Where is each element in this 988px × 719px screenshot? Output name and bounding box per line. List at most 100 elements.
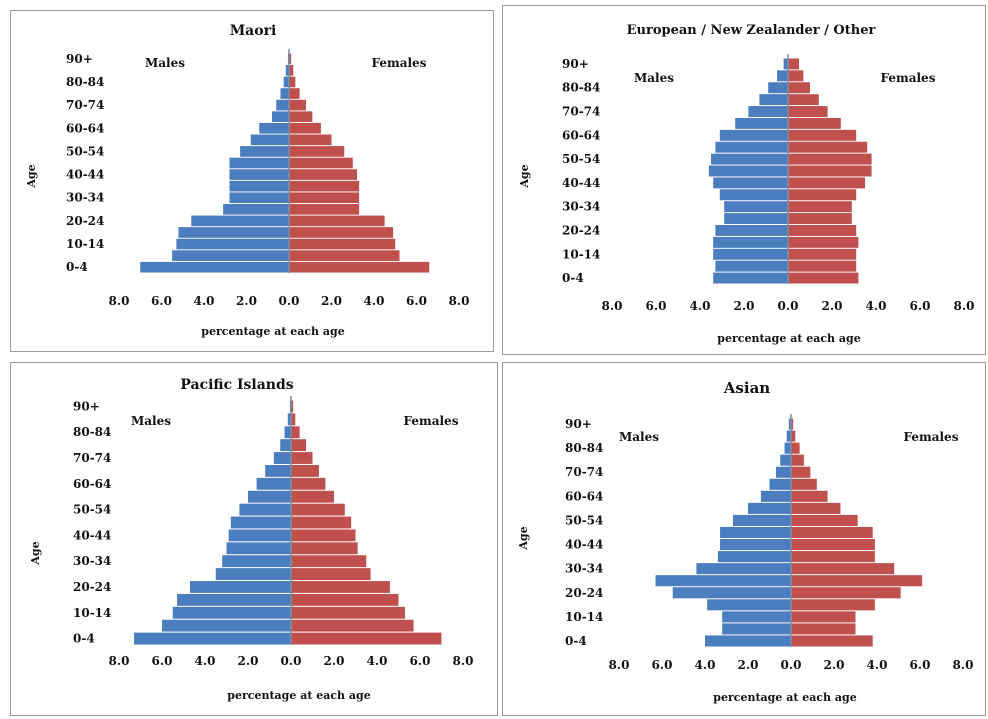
chart-1-bar-males-50-54 [711,153,788,165]
chart-3-bar-males-75-79 [780,454,791,466]
chart-2-bar-males-50-54 [239,503,291,516]
chart-0-bar-females-25-29 [289,203,360,215]
chart-1-bar-males-40-44 [713,177,788,189]
chart-0-bar-females-55-59 [289,134,332,146]
chart-2-age-tick: 30-34 [73,554,111,568]
chart-3-bar-males-20-24 [672,587,791,599]
pyramid-chart-asian: Asian 90+ 80-84 70-74 60-64 50-54 40-44 30-34 20… [517,379,973,704]
chart-0-x-tick: 8.0 [449,294,470,308]
chart-0-title: Maori [230,23,277,39]
chart-2-x-tick: 6.0 [410,654,431,668]
chart-1-age-tick: 70-74 [562,105,600,119]
chart-3-bar-males-80-84 [784,442,791,454]
chart-0-bar-males-70-74 [276,99,289,111]
chart-0-males-label: Males [145,56,185,70]
chart-1-bar-males-25-29 [724,213,788,225]
chart-3-x-tick: 4.0 [867,658,888,672]
chart-1-bar-males-15-19 [713,236,788,248]
chart-0-age-tick: 10-14 [66,237,104,251]
chart-3-x-axis-label: percentage at each age [713,691,856,704]
chart-0-y-axis-label: Age [25,164,38,188]
chart-3-x-tick: 6.0 [910,658,931,672]
chart-2-bar-males-85-89 [287,413,291,426]
chart-3-bar-males-10-14 [722,611,791,623]
chart-3-bar-males-90+ [788,418,791,430]
chart-1-bar-females-85-89 [788,70,804,82]
chart-0-bar-females-65-69 [289,111,313,123]
chart-1-bar-females-90+ [788,58,799,70]
chart-2-bar-males-45-49 [230,516,291,529]
chart-2-bar-males-30-34 [222,555,291,568]
chart-1-bar-females-15-19 [788,236,859,248]
chart-3-bar-females-75-79 [791,454,804,466]
chart-1-bar-females-70-74 [788,106,828,117]
chart-2-bar-males-25-29 [215,568,291,581]
chart-2-bar-females-20-24 [291,581,390,593]
chart-3-bar-females-80-84 [791,442,800,454]
chart-2-x-tick: 4.0 [367,654,388,668]
chart-3-bar-females-5-9 [791,623,856,635]
chart-1-females-label: Females [881,71,936,85]
chart-2-bar-females-10-14 [291,606,405,619]
chart-2-bar-males-35-39 [226,542,291,555]
chart-2-bar-females-15-19 [291,593,399,606]
chart-1-age-tick: 40-44 [562,176,600,190]
chart-0-age-tick: 60-64 [66,121,104,135]
chart-2-bar-females-70-74 [291,452,313,464]
chart-1-bar-males-55-59 [715,141,788,153]
chart-0-bar-females-20-24 [289,215,385,227]
chart-3-bar-females-65-69 [791,478,817,490]
chart-2-bar-females-30-34 [291,555,367,568]
chart-1-bar-females-75-79 [788,94,819,106]
chart-0-bar-males-20-24 [191,215,289,227]
chart-2-bar-males-5-9 [162,619,291,632]
chart-0-x-tick: 4.0 [194,294,215,308]
chart-0-bar-males-55-59 [250,134,289,146]
chart-3-bar-females-55-59 [791,502,841,514]
chart-1-bar-males-75-79 [759,94,788,106]
chart-1-bar-females-10-14 [788,248,857,260]
chart-2-bar-females-75-79 [291,439,307,452]
chart-0-bar-males-50-54 [240,146,289,157]
chart-0-bar-females-5-9 [289,250,400,261]
chart-0-bar-females-75-79 [289,88,300,99]
chart-1-bar-females-80-84 [788,82,810,94]
chart-1-bar-females-45-49 [788,165,872,177]
chart-3-y-axis-label: Age [517,526,530,550]
chart-1-bar-males-80-84 [768,82,788,94]
chart-3-bar-males-0-4 [705,635,791,647]
chart-3-bar-females-10-14 [791,611,856,623]
chart-2-bar-females-0-4 [291,632,442,645]
chart-3-bar-females-40-44 [791,539,875,551]
chart-3-females-label: Females [904,430,959,444]
chart-2-bar-females-65-69 [291,464,319,477]
chart-3-bar-females-0-4 [791,635,873,647]
chart-3-age-tick: 10-14 [565,610,603,624]
chart-1-age-tick: 80-84 [562,81,600,95]
chart-1-y-axis-label: Age [518,164,531,188]
chart-3-bar-females-85-89 [791,430,796,442]
chart-2-x-tick: 2.0 [324,654,345,668]
chart-2-bar-males-40-44 [228,529,291,542]
chart-3-age-tick: 20-24 [565,586,603,600]
chart-2-bar-males-55-59 [248,490,291,503]
chart-3-age-tick: 70-74 [565,465,603,479]
chart-1-x-tick: 4.0 [690,299,711,313]
chart-2-bar-females-85-89 [291,413,296,426]
chart-1-bar-females-35-39 [788,189,857,201]
chart-0-x-tick: 2.0 [236,294,257,308]
chart-1-x-tick: 4.0 [866,299,887,313]
chart-1-bar-males-30-34 [724,201,788,213]
chart-0-age-tick: 30-34 [66,191,104,205]
chart-0-bar-females-10-14 [289,238,396,250]
chart-0-bar-males-10-14 [176,238,289,250]
chart-3-bar-males-5-9 [722,623,791,635]
chart-1-bar-males-60-64 [719,129,788,141]
chart-2-x-tick: 6.0 [152,654,173,668]
chart-1-bar-females-30-34 [788,201,852,213]
chart-1-x-tick: 8.0 [602,299,623,313]
chart-0-x-tick: 4.0 [364,294,385,308]
chart-0-bar-females-80-84 [289,76,296,88]
chart-1-x-tick: 2.0 [734,299,755,313]
chart-1-bar-females-65-69 [788,117,841,129]
